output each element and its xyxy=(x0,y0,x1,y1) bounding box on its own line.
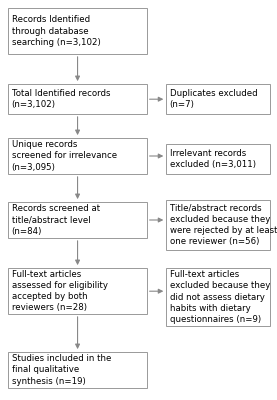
Text: Title/abstract records
excluded because they
were rejected by at least
one revie: Title/abstract records excluded because … xyxy=(170,204,277,246)
FancyBboxPatch shape xyxy=(8,352,147,388)
FancyBboxPatch shape xyxy=(8,268,147,314)
FancyBboxPatch shape xyxy=(166,200,270,250)
Text: Records Identified
through database
searching (n=3,102): Records Identified through database sear… xyxy=(12,15,100,47)
Text: Duplicates excluded
(n=7): Duplicates excluded (n=7) xyxy=(170,89,257,109)
FancyBboxPatch shape xyxy=(166,84,270,114)
Text: Unique records
screened for irrelevance
(n=3,095): Unique records screened for irrelevance … xyxy=(12,140,117,172)
Text: Studies included in the
final qualitative
synthesis (n=19): Studies included in the final qualitativ… xyxy=(12,354,111,386)
Text: Irrelevant records
excluded (n=3,011): Irrelevant records excluded (n=3,011) xyxy=(170,149,255,169)
FancyBboxPatch shape xyxy=(166,268,270,326)
Text: Records screened at
title/abstract level
(n=84): Records screened at title/abstract level… xyxy=(12,204,100,236)
Text: Total Identified records
(n=3,102): Total Identified records (n=3,102) xyxy=(12,89,110,109)
FancyBboxPatch shape xyxy=(8,202,147,238)
FancyBboxPatch shape xyxy=(8,84,147,114)
FancyBboxPatch shape xyxy=(8,138,147,174)
Text: Full-text articles
assessed for eligibility
accepted by both
reviewers (n=28): Full-text articles assessed for eligibil… xyxy=(12,270,108,312)
FancyBboxPatch shape xyxy=(166,144,270,174)
Text: Full-text articles
excluded because they
did not assess dietary
habits with diet: Full-text articles excluded because they… xyxy=(170,270,270,324)
FancyBboxPatch shape xyxy=(8,8,147,54)
